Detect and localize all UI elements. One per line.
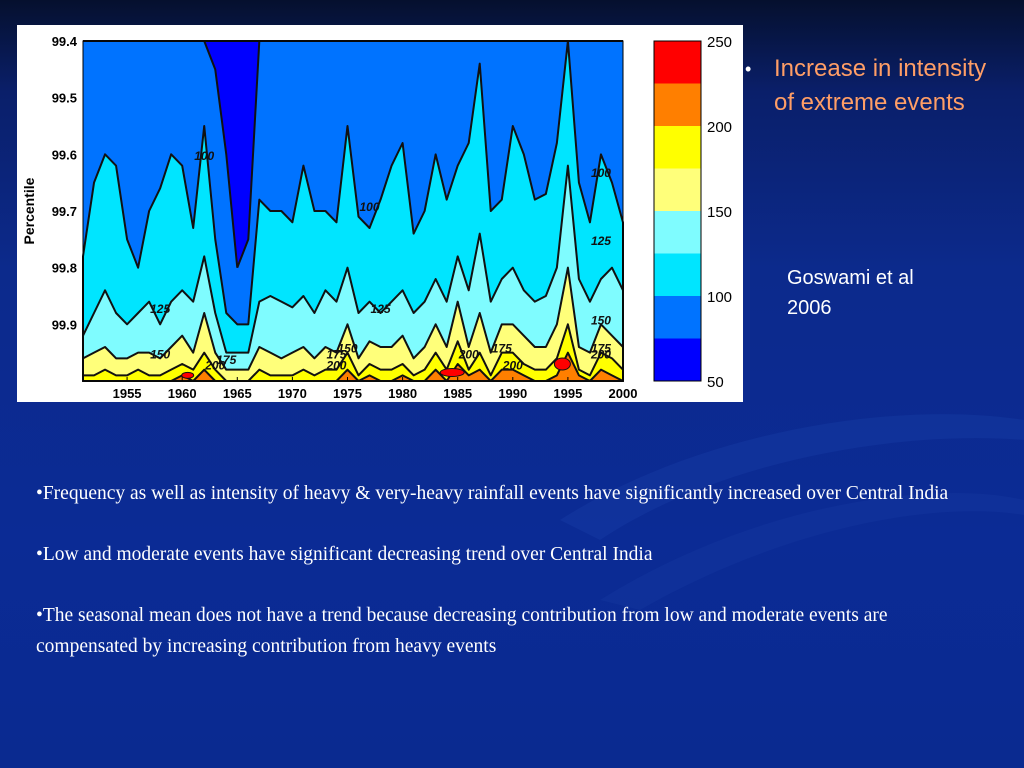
contour-label-6: 150 [591, 313, 611, 327]
y-tick-label-2: 99.6 [52, 147, 77, 162]
bullet-seasonal-mean: •The seasonal mean does not have a trend… [36, 605, 888, 657]
plot-frame [82, 40, 624, 382]
contour-label-1: 100 [360, 200, 380, 214]
x-tick-label-2: 1965 [223, 386, 252, 401]
colorbar-segment-1 [654, 83, 701, 126]
contour-band-125 [82, 164, 624, 382]
contour-label-13: 200 [204, 359, 225, 373]
x-tick-label-5: 1980 [388, 386, 417, 401]
colorbar-segment-5 [654, 253, 701, 296]
contour-label-0: 100 [194, 149, 214, 163]
colorbar-tick-label-1: 200 [707, 119, 732, 136]
y-tick-label-4: 99.8 [52, 261, 77, 276]
y-tick-label-3: 99.7 [52, 204, 77, 219]
contour-label-16: 200 [502, 359, 523, 373]
colorbar-tick-label-4: 50 [707, 374, 724, 391]
colorbar-frame [653, 40, 702, 382]
colorbar-tick-label-3: 100 [707, 289, 732, 306]
y-tick-label-0: 99.4 [52, 34, 78, 49]
colorbar-tick-label-0: 250 [707, 34, 732, 51]
colorbar-segment-0 [654, 41, 701, 84]
colorbar-segment-7 [654, 338, 701, 381]
bullet-frequency-intensity: •Frequency as well as intensity of heavy… [36, 483, 949, 504]
x-tick-label-3: 1970 [278, 386, 307, 401]
colorbar-segment-3 [654, 168, 701, 211]
contour-label-12: 175 [591, 342, 611, 356]
contour-label-14: 200 [325, 359, 346, 373]
bullet-dot: • [745, 59, 752, 79]
citation-authors: Goswami et al [787, 267, 914, 289]
contour-label-11: 175 [492, 342, 512, 356]
contour-label-5: 125 [591, 234, 611, 248]
contour-label-17: 200 [590, 347, 611, 361]
contour-peak-2 [181, 371, 195, 379]
contour-label-10: 175 [326, 347, 346, 361]
x-tick-label-7: 1990 [498, 386, 527, 401]
colorbar-tick-label-2: 150 [707, 204, 732, 221]
x-tick-label-0: 1955 [113, 386, 142, 401]
citation-year: 2006 [787, 297, 832, 319]
rainfall-contour-figure: 100 100 100 125 125 125 150 150 150 175 175 175 175 2… [17, 25, 743, 402]
colorbar-segment-4 [654, 211, 701, 254]
colorbar-segment-2 [654, 126, 701, 169]
y-tick-label-5: 99.9 [52, 317, 77, 332]
contour-band-150 [82, 266, 624, 382]
contour-label-3: 125 [150, 302, 170, 316]
citation: Goswami et al 2006 [787, 263, 987, 323]
contour-label-8: 150 [337, 342, 357, 356]
x-tick-label-4: 1975 [333, 386, 362, 401]
contour-label-4: 125 [371, 302, 391, 316]
body-bullets: •Frequency as well as intensity of heavy… [36, 478, 986, 692]
y-axis-label: Percentile [21, 177, 37, 244]
contour-peak-0 [439, 368, 465, 377]
contour-label-7: 150 [150, 347, 170, 361]
y-tick-label-1: 99.5 [52, 91, 77, 106]
contour-label-2: 100 [591, 166, 611, 180]
contour-label-15: 200 [458, 347, 479, 361]
x-tick-label-6: 1985 [443, 386, 472, 401]
x-tick-label-9: 2000 [609, 386, 638, 401]
heading-text: Increase in intensity of extreme events [774, 55, 987, 116]
contour-peak-1 [553, 357, 571, 371]
bullet-low-moderate-trend: •Low and moderate events have significan… [36, 544, 653, 565]
colorbar-segment-6 [654, 296, 701, 339]
x-tick-label-8: 1995 [553, 386, 582, 401]
contour-label-9: 175 [216, 353, 236, 367]
x-tick-label-1: 1960 [168, 386, 197, 401]
